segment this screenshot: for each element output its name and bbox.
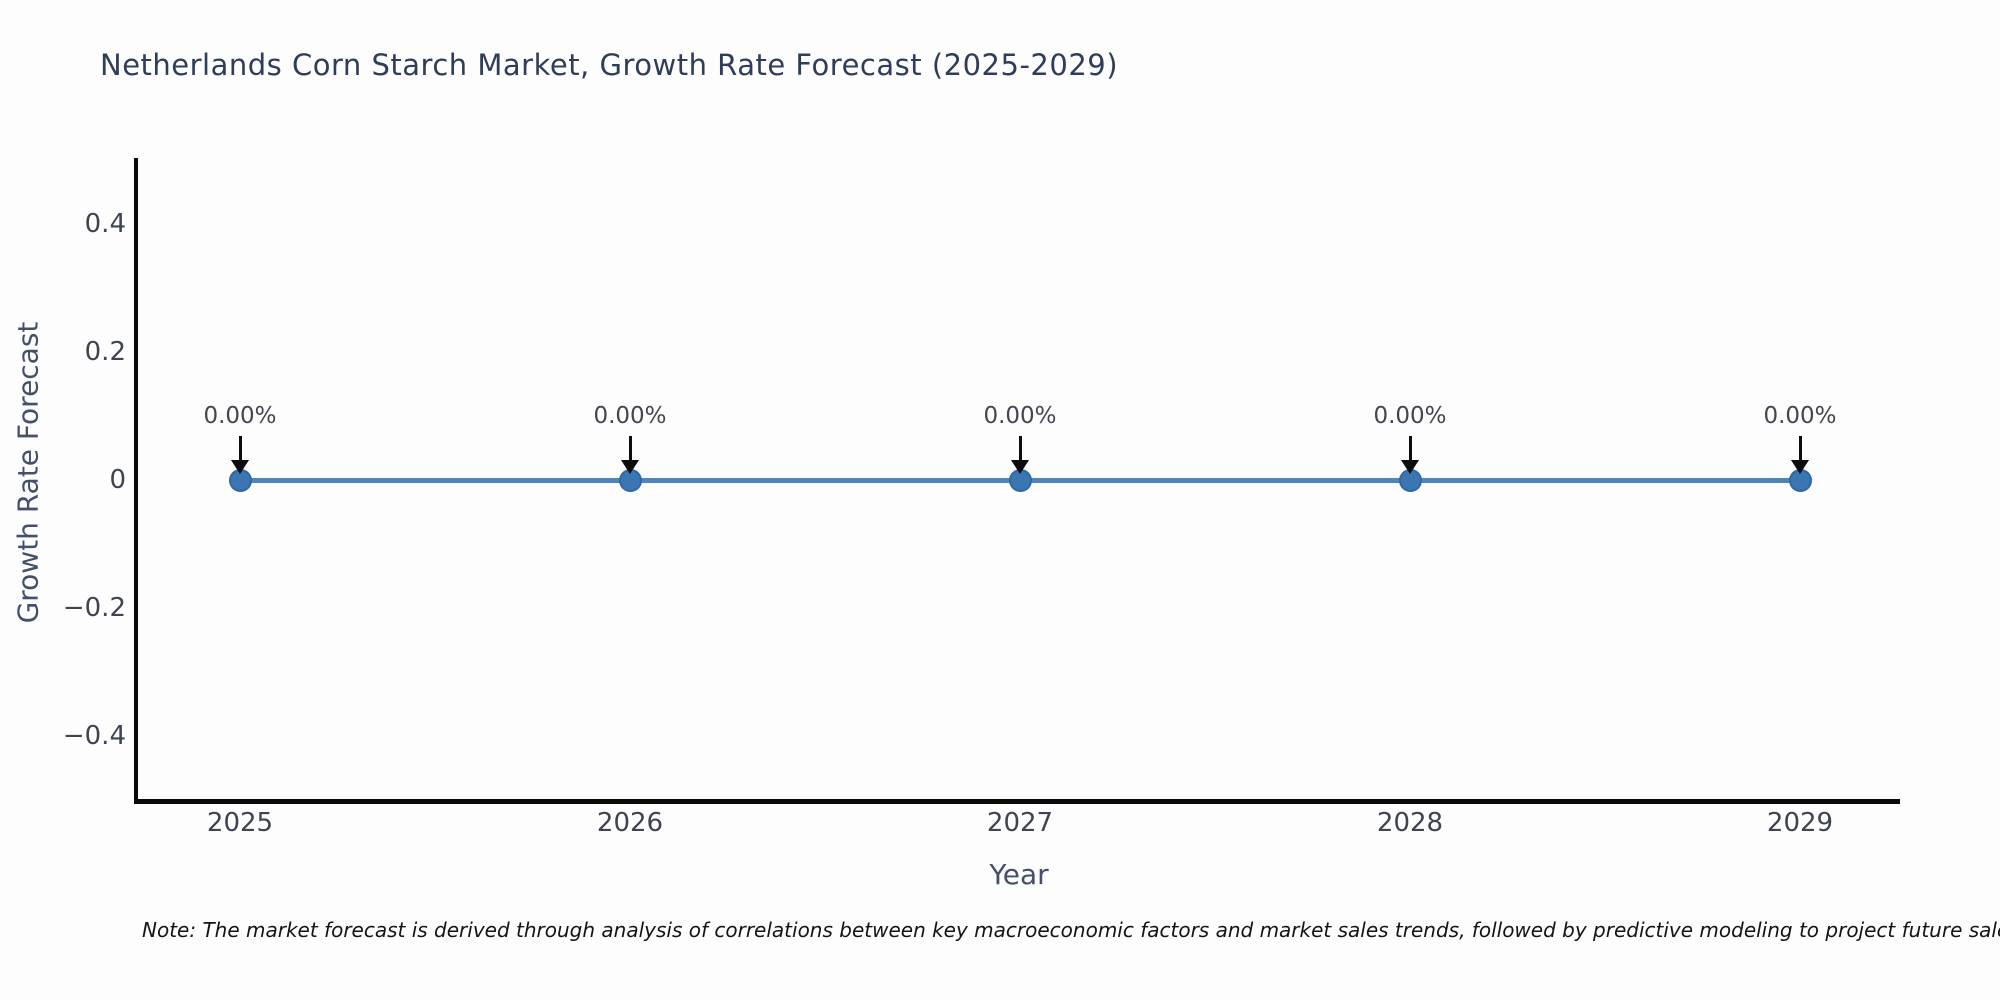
annotation-arrow-stem [1798, 436, 1802, 462]
chart-title: Netherlands Corn Starch Market, Growth R… [100, 48, 1119, 82]
x-tick-label: 2026 [596, 808, 664, 838]
x-tick-label: 2027 [986, 808, 1054, 838]
data-point-marker [618, 468, 642, 492]
annotation-arrow-stem [1018, 436, 1022, 462]
data-point-marker [1398, 468, 1422, 492]
x-axis-title: Year [989, 858, 1049, 891]
data-point-label: 0.00% [593, 403, 667, 429]
x-axis-spine [134, 799, 1900, 804]
annotation-arrow-head [1401, 460, 1419, 474]
x-tick-label: 2028 [1376, 808, 1444, 838]
annotation-arrow-stem [1408, 436, 1412, 462]
y-tick-label: 0 [109, 465, 126, 495]
data-point-label: 0.00% [1373, 403, 1447, 429]
y-axis-spine [134, 158, 138, 804]
data-point-label: 0.00% [1763, 403, 1837, 429]
x-tick-label: 2025 [206, 808, 274, 838]
annotation-arrow-stem [628, 436, 632, 462]
data-point-marker [1008, 468, 1032, 492]
y-tick-label: −0.2 [62, 593, 126, 623]
y-tick-label: −0.4 [62, 721, 126, 751]
x-tick-label: 2029 [1766, 808, 1834, 838]
annotation-arrow-head [231, 460, 249, 474]
y-tick-label: 0.2 [84, 337, 126, 367]
data-point-label: 0.00% [203, 403, 277, 429]
annotation-arrow-head [1011, 460, 1029, 474]
annotation-arrow-stem [238, 436, 242, 462]
annotation-arrow-head [621, 460, 639, 474]
data-point-label: 0.00% [983, 403, 1057, 429]
y-tick-label: 0.4 [84, 209, 126, 239]
data-point-marker [1788, 468, 1812, 492]
footnote: Note: The market forecast is derived thr… [142, 918, 2000, 942]
annotation-arrow-head [1791, 460, 1809, 474]
data-point-marker [228, 468, 252, 492]
